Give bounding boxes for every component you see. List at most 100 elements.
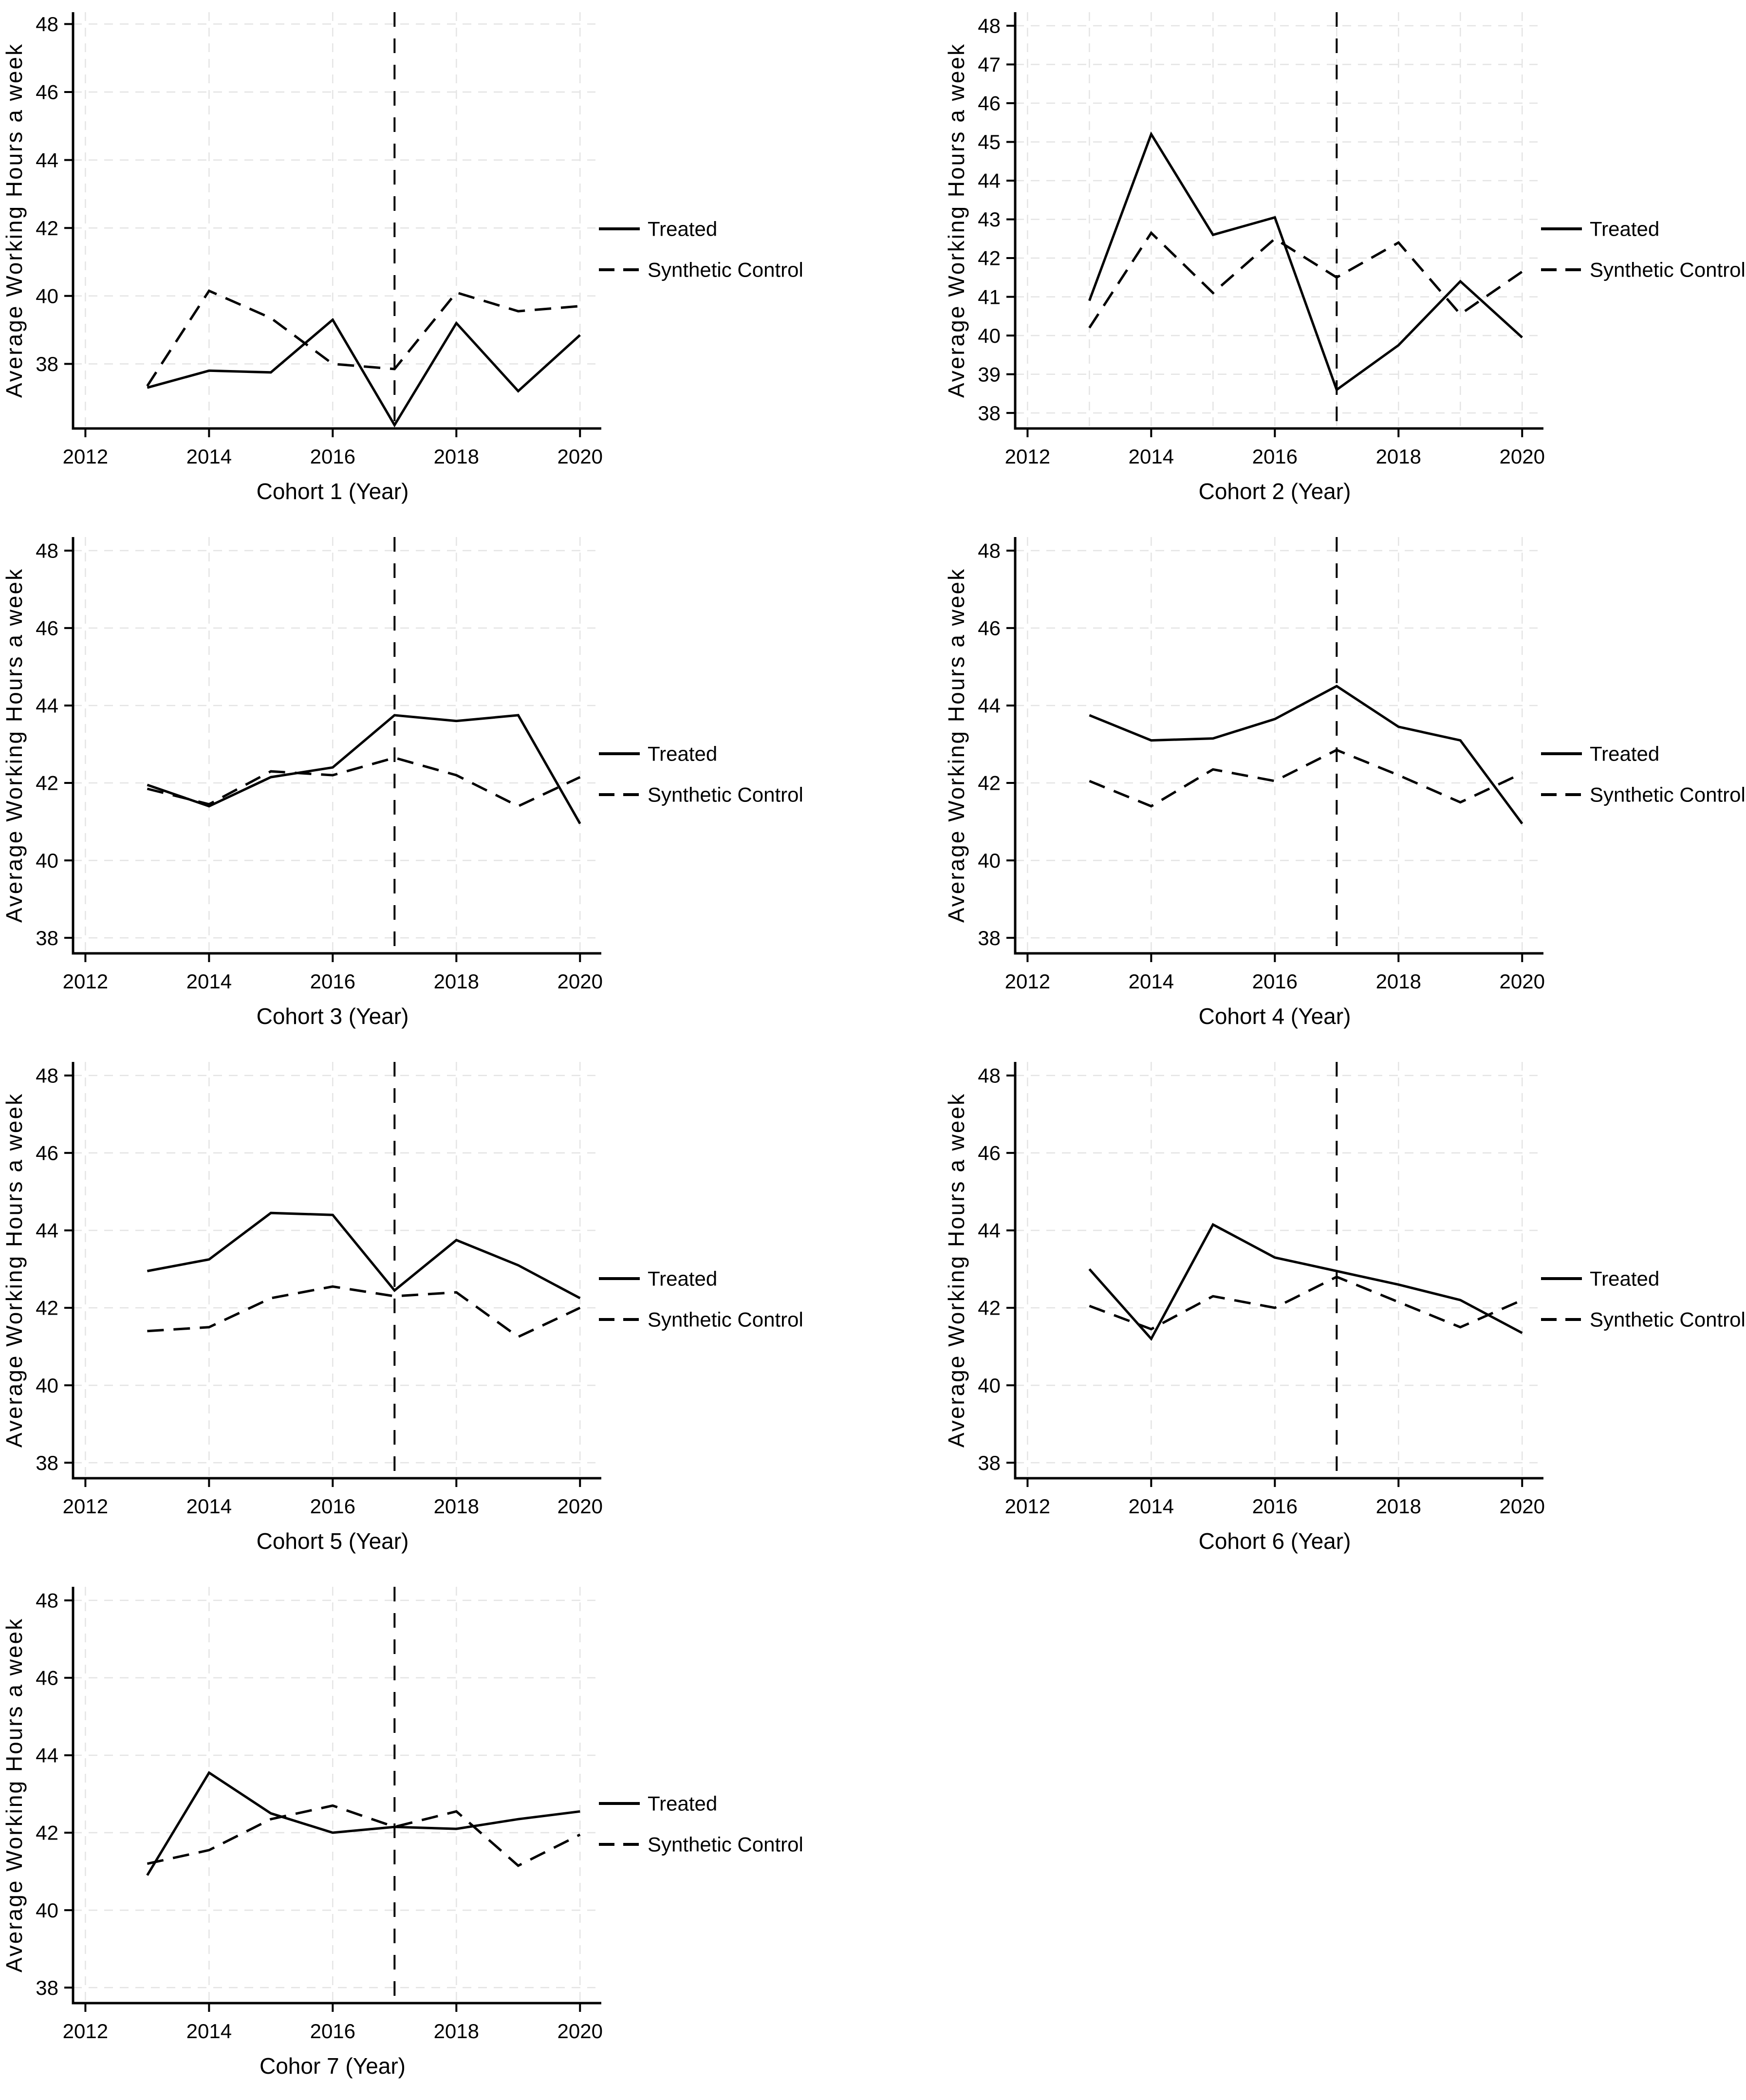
y-tick-label: 39 [978,363,1001,386]
treated-line [1088,1223,1523,1341]
synthetic-control-line [147,1804,581,1867]
x-axis-title: Cohort 4 (Year) [1199,1004,1351,1029]
y-tick-label: 47 [978,53,1001,76]
x-axis-title: Cohort 1 (Year) [257,479,409,504]
x-tick-label: 2020 [1500,445,1545,468]
axes: 38 40 42 44 46 48 2012 2014 2016 2018 2020 [36,1062,603,1518]
y-tick-label: 46 [36,1667,58,1690]
x-tick-label: 2012 [1005,970,1050,993]
legend-treated-label: Treated [648,1792,717,1815]
y-tick-label: 44 [36,1219,58,1242]
x-tick-label: 2012 [1005,1495,1050,1518]
y-tick-label: 46 [36,1142,58,1165]
y-axis-title: Average Working Hours a week [944,43,969,398]
gridlines [73,12,595,428]
x-tick-label: 2020 [557,970,603,993]
y-tick-label: 38 [978,927,1001,949]
treated-line [147,1211,581,1300]
legend-synthetic-label: Synthetic Control [648,1308,803,1331]
y-tick-label: 46 [978,617,1001,640]
x-tick-label: 2014 [186,2020,232,2043]
synthetic-control-line [1089,748,1523,808]
y-tick-label: 38 [36,353,58,375]
y-tick-label: 46 [978,92,1001,115]
y-tick-label: 46 [36,617,58,640]
y-tick-label: 38 [36,1451,58,1474]
legend: Treated Synthetic Control [599,218,803,281]
x-tick-label: 2014 [1129,445,1174,468]
synthetic-control-line [1088,231,1523,329]
x-tick-label: 2012 [63,445,108,468]
legend-treated-label: Treated [1590,218,1659,241]
y-tick-label: 48 [36,1589,58,1612]
treated-line [146,1771,580,1876]
x-tick-label: 2016 [310,970,355,993]
x-tick-label: 2014 [1129,970,1174,993]
line-chart-canvas: 38 40 42 44 46 48 2012 2014 2016 2018 2020 Treated S… [1,12,803,504]
line-chart-canvas: 38 40 42 44 46 48 2012 2014 2016 2018 2020 Treated S… [944,1062,1746,1554]
x-tick-label: 2012 [63,1495,108,1518]
line-chart-canvas: 38 40 42 44 46 48 2012 2014 2016 2018 2020 Treated S… [944,537,1746,1029]
y-tick-label: 38 [36,927,58,949]
legend-synthetic-label: Synthetic Control [648,1833,803,1856]
y-tick-label: 42 [36,217,58,240]
axes: 38 39 40 41 42 43 44 45 46 47 48 2012 2014 2016 2018 20… [978,12,1545,468]
y-tick-label: 42 [36,1821,58,1844]
x-tick-label: 2018 [434,2020,479,2043]
y-axis-title: Average Working Hours a week [1,1617,27,1972]
x-tick-label: 2016 [310,445,355,468]
legend-synthetic-label: Synthetic Control [1590,1308,1746,1331]
legend: Treated Synthetic Control [599,1792,803,1856]
y-tick-label: 48 [36,13,58,36]
x-tick-label: 2016 [310,1495,355,1518]
gridlines [73,1062,595,1478]
y-tick-label: 48 [36,539,58,562]
axes: 38 40 42 44 46 48 2012 2014 2016 2018 2020 [978,1062,1545,1518]
y-tick-label: 44 [978,169,1001,192]
x-tick-label: 2016 [1252,1495,1298,1518]
x-axis-title: Cohort 3 (Year) [257,1004,409,1029]
legend-treated-label: Treated [648,1267,717,1290]
y-tick-label: 46 [36,81,58,104]
axes: 38 40 42 44 46 48 2012 2014 2016 2018 2020 [978,537,1545,993]
legend: Treated Synthetic Control [1541,743,1746,806]
legend-treated-label: Treated [1590,1267,1659,1290]
y-axis-title: Average Working Hours a week [944,568,969,923]
y-tick-label: 40 [36,284,58,307]
x-tick-label: 2014 [1129,1495,1174,1518]
y-tick-label: 44 [978,694,1001,717]
x-tick-label: 2020 [1500,1495,1545,1518]
x-tick-label: 2018 [1376,970,1421,993]
cohort-4-chart: 38 40 42 44 46 48 2012 2014 2016 2018 2020 Treated S… [873,525,1746,1050]
x-tick-label: 2018 [434,970,479,993]
y-tick-label: 38 [978,402,1001,425]
legend: Treated Synthetic Control [1541,1267,1746,1331]
x-tick-label: 2016 [1252,970,1298,993]
axes: 38 40 42 44 46 48 2012 2014 2016 2018 2020 [36,1587,603,2043]
x-tick-label: 2020 [557,1495,603,1518]
y-tick-label: 43 [978,208,1001,231]
legend-treated-label: Treated [648,743,717,765]
y-tick-label: 40 [978,324,1001,347]
y-axis-title: Average Working Hours a week [1,1093,27,1448]
cohort-3-chart: 38 40 42 44 46 48 2012 2014 2016 2018 2020 Treated S… [0,525,873,1050]
legend-synthetic-label: Synthetic Control [648,259,803,281]
x-tick-label: 2012 [63,970,108,993]
y-axis-title: Average Working Hours a week [1,43,27,398]
synthetic-control-line [1089,1275,1523,1331]
legend-treated-label: Treated [648,218,717,241]
y-tick-label: 40 [36,1899,58,1922]
x-tick-label: 2020 [557,2020,603,2043]
y-tick-label: 38 [978,1451,1001,1474]
y-tick-label: 42 [978,247,1001,270]
synthetic-control-line [147,756,581,808]
y-tick-label: 44 [36,149,58,171]
y-tick-label: 42 [978,1297,1001,1319]
gridlines [1015,537,1538,953]
y-tick-label: 44 [36,694,58,717]
y-tick-label: 40 [36,849,58,872]
y-tick-label: 42 [36,1297,58,1319]
cohort-7-chart: 38 40 42 44 46 48 2012 2014 2016 2018 2020 Treated S… [0,1575,873,2100]
y-tick-label: 44 [978,1219,1001,1242]
